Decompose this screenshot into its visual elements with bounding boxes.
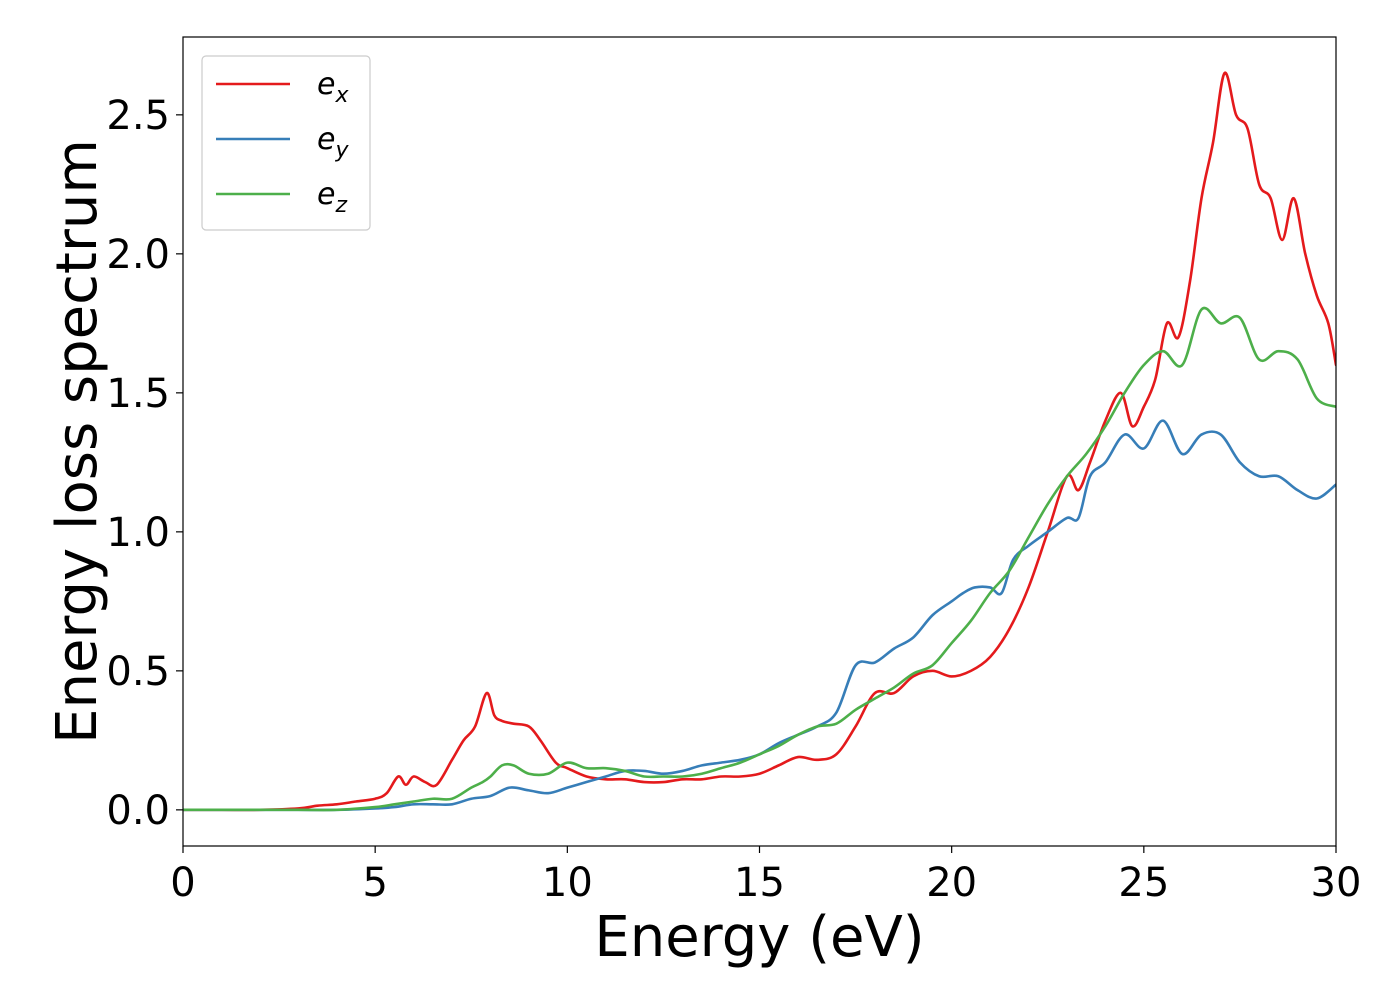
x-tick-label: 15 bbox=[734, 860, 785, 906]
series-line-y bbox=[183, 419, 1336, 812]
x-tick-label: 0 bbox=[170, 860, 195, 906]
legend-label-x: ex bbox=[317, 67, 349, 108]
legend-label-base: e bbox=[317, 177, 335, 212]
legend-label-base: e bbox=[317, 67, 335, 102]
x-axis-ticks: 0 5 10 15 20 25 30 bbox=[170, 846, 1361, 906]
legend-box bbox=[201, 55, 371, 231]
x-axis-label: Energy (eV) bbox=[594, 905, 924, 970]
series-line-z bbox=[183, 306, 1336, 812]
legend-label-y: ey bbox=[317, 122, 349, 163]
series-layer bbox=[183, 71, 1336, 812]
legend-label-base: e bbox=[317, 122, 335, 157]
legend-label-subscript: y bbox=[334, 138, 349, 163]
series-line-x bbox=[183, 71, 1336, 812]
x-tick-label: 10 bbox=[542, 860, 593, 906]
y-tick-label: 1.0 bbox=[106, 510, 170, 556]
legend-label-z: ez bbox=[317, 177, 347, 218]
legend-label-subscript: x bbox=[334, 83, 349, 108]
y-tick-label: 0.0 bbox=[106, 788, 170, 834]
y-tick-label: 1.5 bbox=[106, 371, 170, 417]
y-tick-label: 2.0 bbox=[106, 232, 170, 278]
y-axis-label: Energy loss spectrum bbox=[45, 139, 110, 744]
x-tick-label: 30 bbox=[1311, 860, 1362, 906]
y-tick-label: 2.5 bbox=[106, 93, 170, 139]
x-tick-label: 25 bbox=[1118, 860, 1169, 906]
legend-label-subscript: z bbox=[334, 193, 347, 218]
x-tick-label: 5 bbox=[362, 860, 387, 906]
y-tick-label: 0.5 bbox=[106, 649, 170, 695]
y-axis-ticks: 0.0 0.5 1.0 1.5 2.0 2.5 bbox=[106, 93, 183, 834]
x-tick-label: 20 bbox=[926, 860, 977, 906]
